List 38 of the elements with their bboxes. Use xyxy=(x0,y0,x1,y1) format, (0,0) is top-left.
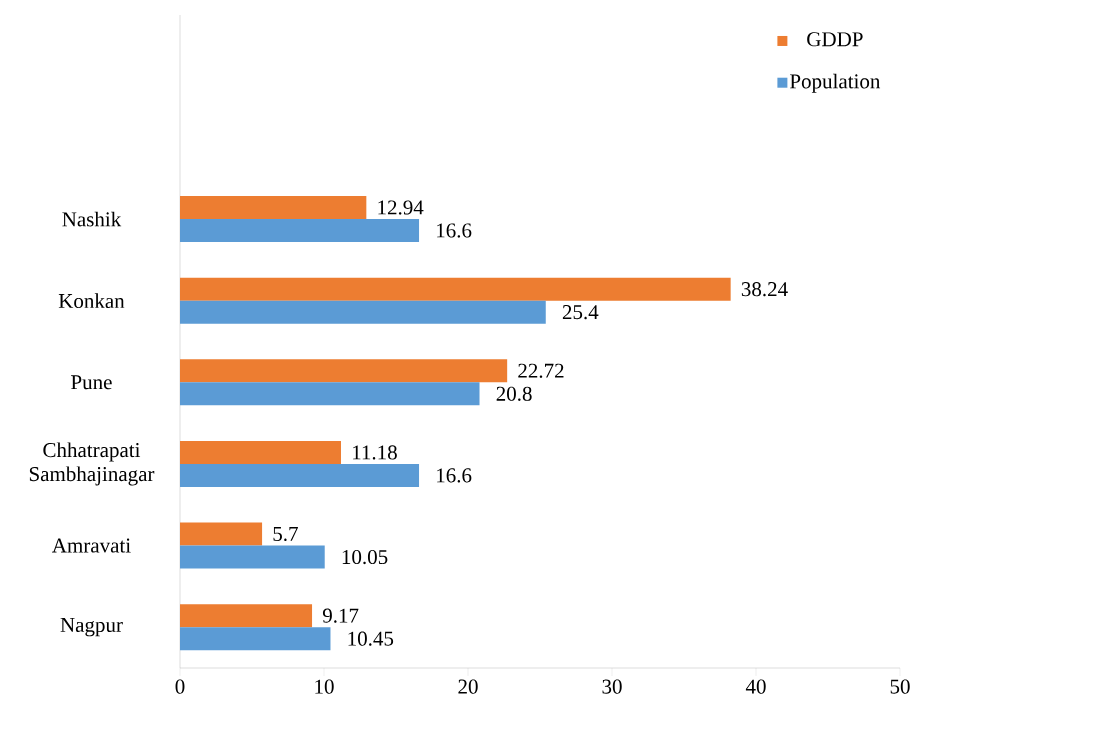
y-tick-label: Amravati xyxy=(52,538,131,553)
x-tick-label: 10 xyxy=(315,679,334,694)
bar xyxy=(180,627,331,651)
data-label: 22.72 xyxy=(518,363,564,378)
y-tick-label: Nagpur xyxy=(60,618,123,637)
bar xyxy=(180,463,420,487)
data-label: 12.94 xyxy=(378,200,424,215)
data-label: 20.8 xyxy=(496,386,532,401)
x-tick-label: 20 xyxy=(458,679,478,694)
bar xyxy=(180,219,420,243)
data-label: 5.7 xyxy=(273,527,298,542)
data-label: 10.05 xyxy=(342,549,388,565)
data-label: 10.45 xyxy=(348,631,394,646)
bar xyxy=(180,359,508,383)
bar xyxy=(180,300,546,324)
legend-label: GDDP xyxy=(807,32,863,47)
y-tick-label: Konkan xyxy=(58,293,125,309)
legend-label: Population xyxy=(790,73,881,93)
bar xyxy=(180,440,341,464)
x-tick-label: 30 xyxy=(602,679,622,694)
y-tick-label: Nashik xyxy=(62,211,122,227)
data-label: 16.6 xyxy=(437,468,472,483)
bar xyxy=(180,522,263,546)
x-tick-label: 0 xyxy=(175,679,185,694)
bar xyxy=(180,277,731,301)
bar xyxy=(180,604,313,628)
bar xyxy=(180,196,367,220)
data-label: 11.18 xyxy=(353,445,397,460)
data-label: 9.17 xyxy=(322,608,359,623)
data-label: 38.24 xyxy=(741,282,788,297)
data-label: 16.6 xyxy=(437,223,472,238)
data-label: 25.4 xyxy=(562,305,599,320)
x-tick-label: 50 xyxy=(890,679,910,694)
x-tick-label: 40 xyxy=(745,679,766,694)
bar xyxy=(180,382,480,406)
y-tick-label: Chhatrapati Sambhajinagar xyxy=(29,442,155,486)
y-tick-label: Pune xyxy=(71,375,112,390)
bar xyxy=(180,545,325,569)
